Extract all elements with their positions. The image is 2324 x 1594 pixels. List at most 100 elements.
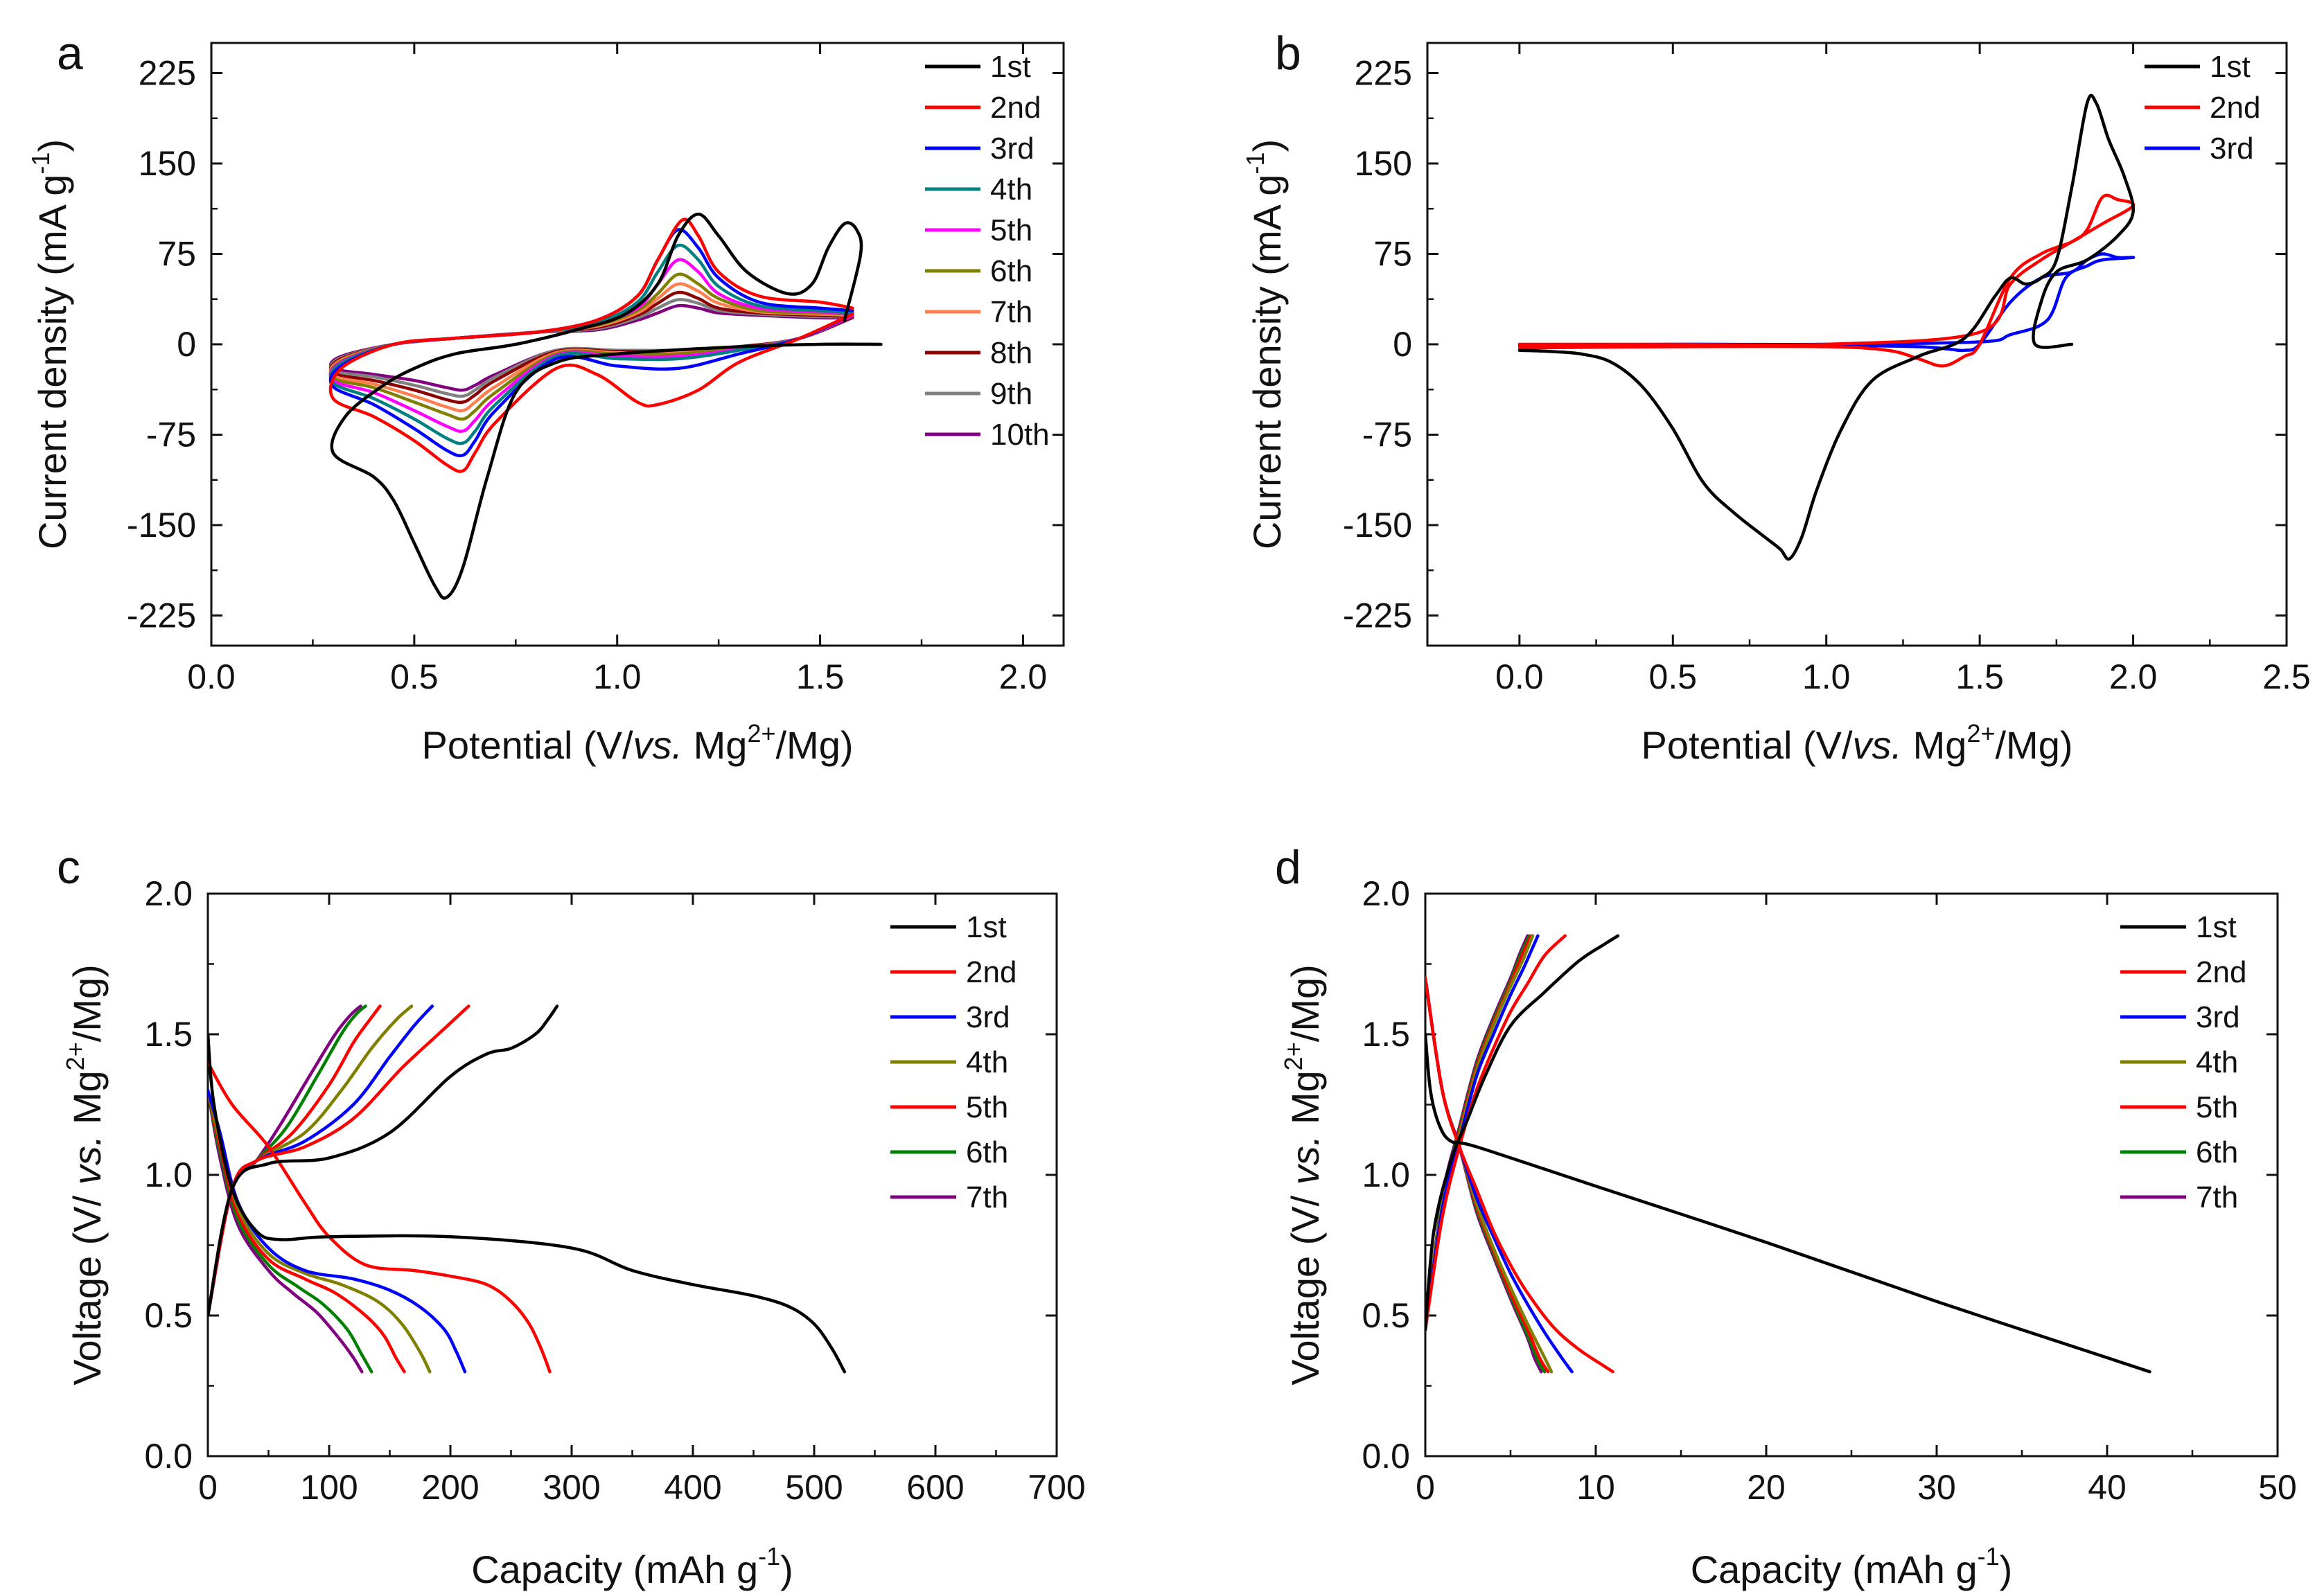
x-tick-label: 1.5 bbox=[796, 657, 845, 696]
legend-label-6th: 6th bbox=[2196, 1135, 2238, 1169]
legend-label-2nd: 2nd bbox=[990, 91, 1041, 125]
series-group bbox=[1517, 94, 2136, 561]
legend-label-4th: 4th bbox=[990, 172, 1032, 206]
series-1st-cv-curve bbox=[330, 212, 883, 600]
legend-label-2nd: 2nd bbox=[2196, 955, 2246, 989]
legend-label-8th: 8th bbox=[990, 336, 1032, 370]
y-tick-label: 75 bbox=[157, 235, 196, 274]
series-7th-discharge-curve bbox=[208, 1088, 364, 1374]
y-axis-title: Current density (mA g-1) bbox=[1241, 139, 1289, 549]
y-axis-title: Voltage (V/ vs. Mg2+/Mg) bbox=[1279, 964, 1327, 1385]
series-1st-cv-curve bbox=[1517, 94, 2135, 561]
y-tick-label: 0.5 bbox=[144, 1296, 193, 1335]
y-axis-title: Voltage (V/ vs. Mg2+/Mg) bbox=[61, 964, 109, 1385]
legend-label-1st: 1st bbox=[966, 910, 1007, 944]
y-tick-label: 0.5 bbox=[1362, 1296, 1410, 1335]
y-tick-label: 1.5 bbox=[1362, 1015, 1410, 1054]
y-tick-label: -150 bbox=[1343, 506, 1412, 544]
x-tick-label: 1.0 bbox=[1802, 657, 1851, 696]
legend-label-5th: 5th bbox=[990, 213, 1032, 247]
y-tick-label: 225 bbox=[1355, 54, 1412, 93]
legend: 1st 2nd 3rd 4th 5th 6th 7th 8th 9th 10th bbox=[925, 50, 1050, 452]
x-tick-label: 0.0 bbox=[1495, 657, 1544, 696]
legend-label-6th: 6th bbox=[990, 254, 1032, 288]
x-tick-label: 600 bbox=[906, 1468, 964, 1507]
y-tick-label: 1.0 bbox=[144, 1155, 193, 1194]
legend-label-3rd: 3rd bbox=[2210, 132, 2254, 166]
x-tick-label: 1.5 bbox=[1955, 657, 2004, 696]
x-tick-label: 10 bbox=[1576, 1468, 1615, 1507]
y-tick-label: 2.0 bbox=[144, 874, 193, 913]
panel-d: d 0 10 20 30 40 50 0.0 0.5 1.0 1.5 2.0 Capacity (mAh… bbox=[1275, 841, 2297, 1591]
legend-label-5th: 5th bbox=[966, 1090, 1008, 1124]
x-tick-label: 2.0 bbox=[999, 657, 1048, 696]
y-tick-label: -75 bbox=[1362, 416, 1412, 454]
series-3rd-discharge-curve bbox=[208, 1088, 467, 1374]
y-tick-label: 0 bbox=[177, 325, 196, 364]
y-tick-label: 225 bbox=[139, 54, 196, 93]
x-tick-label: 50 bbox=[2258, 1468, 2297, 1507]
legend-label-9th: 9th bbox=[990, 377, 1032, 411]
legend-label-10th: 10th bbox=[990, 418, 1050, 452]
panel-letter: b bbox=[1275, 27, 1301, 80]
y-tick-label: 0 bbox=[1393, 325, 1412, 364]
plot-frame bbox=[206, 892, 1058, 1458]
y-tick-label: -75 bbox=[146, 416, 196, 454]
panel-b: b 0.0 0.5 1.0 1.5 2.0 2.5 225 150 75 0 -75 -150 -225 P… bbox=[1241, 27, 2311, 767]
legend: 1st 2nd 3rd 4th 5th 6th 7th bbox=[890, 910, 1016, 1214]
x-tick-label: 1.0 bbox=[593, 657, 642, 696]
y-tick-label: -225 bbox=[1343, 596, 1412, 635]
legend-label-1st: 1st bbox=[2196, 910, 2237, 944]
legend-label-7th: 7th bbox=[966, 1180, 1008, 1214]
panel-a: a 0.0 0.5 1.0 1.5 2.0 225 150 75 0 -75 -150 -225 Pote… bbox=[26, 27, 1065, 767]
legend-label-3rd: 3rd bbox=[966, 1000, 1010, 1034]
plot-frame bbox=[210, 42, 1065, 647]
x-axis-title: Potential (V/vs. Mg2+/Mg) bbox=[421, 719, 853, 767]
x-tick-label: 400 bbox=[664, 1468, 721, 1507]
panel-letter: d bbox=[1275, 841, 1301, 894]
legend-label-4th: 4th bbox=[966, 1045, 1008, 1079]
series-2nd-charge-curve bbox=[1425, 934, 1567, 1331]
x-tick-label: 0.0 bbox=[187, 657, 236, 696]
series-3rd-cv-curve bbox=[328, 228, 854, 458]
x-tick-label: 700 bbox=[1028, 1468, 1085, 1507]
y-tick-label: 150 bbox=[139, 144, 196, 183]
panel-c: c 0 100 200 300 400 500 600 700 0.0 0.5 1.0 1.5 2.0 Ca… bbox=[57, 841, 1086, 1591]
y-tick-label: 150 bbox=[1355, 144, 1412, 183]
legend: 1st 2nd 3rd bbox=[2145, 50, 2260, 166]
legend-label-6th: 6th bbox=[966, 1135, 1008, 1169]
x-tick-label: 100 bbox=[300, 1468, 358, 1507]
legend: 1st 2nd 3rd 4th 5th 6th 7th bbox=[2120, 910, 2246, 1214]
series-group bbox=[208, 1004, 847, 1374]
x-tick-label: 500 bbox=[785, 1468, 843, 1507]
x-tick-label: 0 bbox=[198, 1468, 218, 1507]
y-tick-label: 2.0 bbox=[1362, 874, 1410, 913]
legend-label-2nd: 2nd bbox=[966, 955, 1016, 989]
x-tick-label: 2.0 bbox=[2109, 657, 2158, 696]
y-tick-label: 1.0 bbox=[1362, 1155, 1410, 1194]
legend-label-1st: 1st bbox=[990, 50, 1031, 84]
y-tick-label: 0.0 bbox=[144, 1437, 193, 1476]
legend-label-4th: 4th bbox=[2196, 1045, 2238, 1079]
legend-label-1st: 1st bbox=[2210, 50, 2251, 84]
panel-letter: c bbox=[57, 841, 80, 894]
legend-label-7th: 7th bbox=[2196, 1180, 2238, 1214]
y-tick-label: 1.5 bbox=[144, 1015, 193, 1054]
series-1st-charge-curve bbox=[1425, 934, 1620, 1331]
y-tick-label: -225 bbox=[127, 596, 196, 635]
x-tick-label: 2.5 bbox=[2262, 657, 2311, 696]
x-axis-title: Capacity (mAh g-1) bbox=[471, 1542, 793, 1591]
series-1st-charge-curve bbox=[208, 1004, 559, 1318]
series-2nd-discharge-curve bbox=[208, 1061, 552, 1374]
legend-label-3rd: 3rd bbox=[2196, 1000, 2240, 1034]
panel-letter: a bbox=[57, 27, 83, 80]
y-tick-label: 75 bbox=[1373, 235, 1412, 274]
x-tick-label: 0 bbox=[1416, 1468, 1435, 1507]
x-tick-label: 300 bbox=[543, 1468, 600, 1507]
series-1st-discharge-curve bbox=[1425, 1032, 2151, 1374]
legend-label-3rd: 3rd bbox=[990, 132, 1035, 166]
series-2nd-discharge-curve bbox=[1425, 976, 1614, 1374]
series-3rd-cv-curve bbox=[1517, 252, 2136, 353]
x-tick-label: 20 bbox=[1747, 1468, 1786, 1507]
legend-label-7th: 7th bbox=[990, 295, 1032, 329]
